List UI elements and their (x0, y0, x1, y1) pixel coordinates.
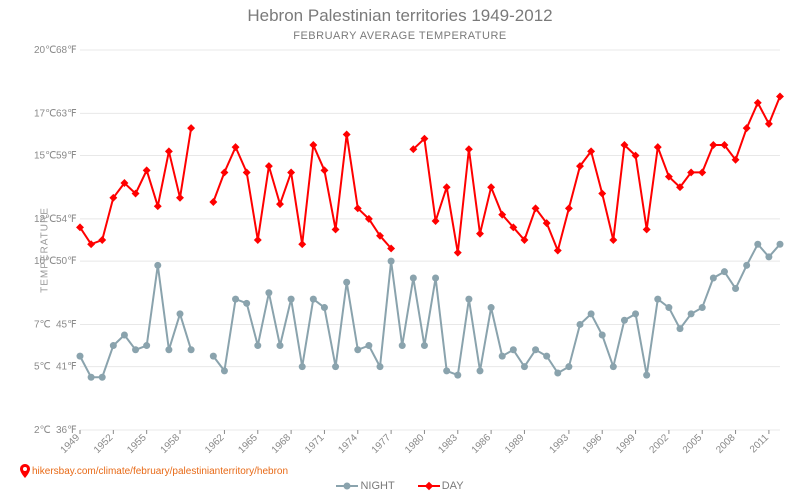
svg-text:45℉: 45℉ (56, 319, 77, 330)
svg-text:20℃: 20℃ (34, 45, 56, 56)
svg-text:1958: 1958 (159, 432, 183, 456)
svg-text:41℉: 41℉ (56, 362, 77, 373)
svg-text:1965: 1965 (236, 432, 260, 456)
legend-marker-day (418, 481, 438, 491)
chart-container: Hebron Palestinian territories 1949-2012… (0, 0, 800, 500)
legend: NIGHT DAY (0, 480, 800, 494)
svg-text:17℃: 17℃ (34, 108, 56, 119)
chart-title: Hebron Palestinian territories 1949-2012 (0, 6, 800, 26)
chart-subtitle: FEBRUARY AVERAGE TEMPERATURE (0, 30, 800, 42)
svg-text:1962: 1962 (203, 432, 227, 456)
map-pin-icon (20, 464, 30, 478)
svg-text:1996: 1996 (581, 432, 605, 456)
svg-text:2002: 2002 (647, 432, 671, 456)
svg-text:1955: 1955 (125, 432, 149, 456)
legend-marker-night (336, 481, 356, 491)
svg-text:59℉: 59℉ (56, 151, 77, 162)
svg-text:54℉: 54℉ (56, 214, 77, 225)
svg-text:1989: 1989 (503, 432, 527, 456)
svg-text:5℃: 5℃ (34, 362, 51, 373)
svg-text:1986: 1986 (470, 432, 494, 456)
legend-label: DAY (442, 480, 464, 492)
svg-text:2005: 2005 (681, 432, 705, 456)
attribution-url: hikersbay.com/climate/february/palestini… (32, 466, 288, 477)
svg-text:1968: 1968 (270, 432, 294, 456)
svg-text:1993: 1993 (547, 432, 571, 456)
svg-text:1974: 1974 (336, 432, 360, 456)
svg-text:1977: 1977 (370, 432, 394, 456)
attribution: hikersbay.com/climate/february/palestini… (20, 464, 288, 478)
svg-text:1983: 1983 (436, 432, 460, 456)
svg-text:1952: 1952 (92, 432, 116, 456)
legend-item-night: NIGHT (336, 480, 394, 492)
svg-text:2℃: 2℃ (34, 425, 51, 436)
chart-svg: 2℃36℉5℃41℉7℃45℉10℃50℉12℃54℉15℃59℉17℃63℉2… (0, 0, 800, 500)
svg-text:1971: 1971 (303, 432, 327, 456)
svg-text:2008: 2008 (714, 432, 738, 456)
svg-text:50℉: 50℉ (56, 256, 77, 267)
svg-text:7℃: 7℃ (34, 319, 51, 330)
svg-text:63℉: 63℉ (56, 108, 77, 119)
svg-text:2011: 2011 (748, 432, 771, 455)
svg-text:1980: 1980 (403, 432, 427, 456)
svg-text:15℃: 15℃ (34, 151, 56, 162)
svg-text:68℉: 68℉ (56, 45, 77, 56)
y-axis-label: TEMPERATURE (39, 207, 50, 293)
legend-item-day: DAY (418, 480, 464, 492)
svg-text:1999: 1999 (614, 432, 638, 456)
legend-label: NIGHT (360, 480, 394, 492)
